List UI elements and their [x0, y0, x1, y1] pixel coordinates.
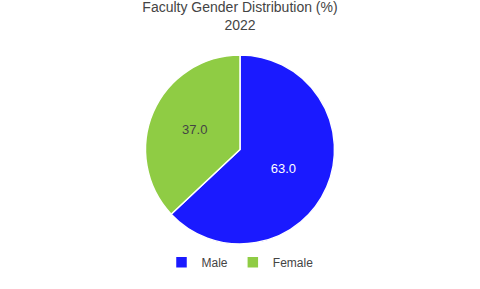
- svg-text:Female: Female: [273, 256, 313, 270]
- svg-text:37.0: 37.0: [182, 122, 207, 137]
- svg-text:Faculty Gender Distribution (%: Faculty Gender Distribution (%)2022: [142, 0, 337, 33]
- svg-text:63.0: 63.0: [271, 161, 296, 176]
- svg-text:Male: Male: [202, 256, 228, 270]
